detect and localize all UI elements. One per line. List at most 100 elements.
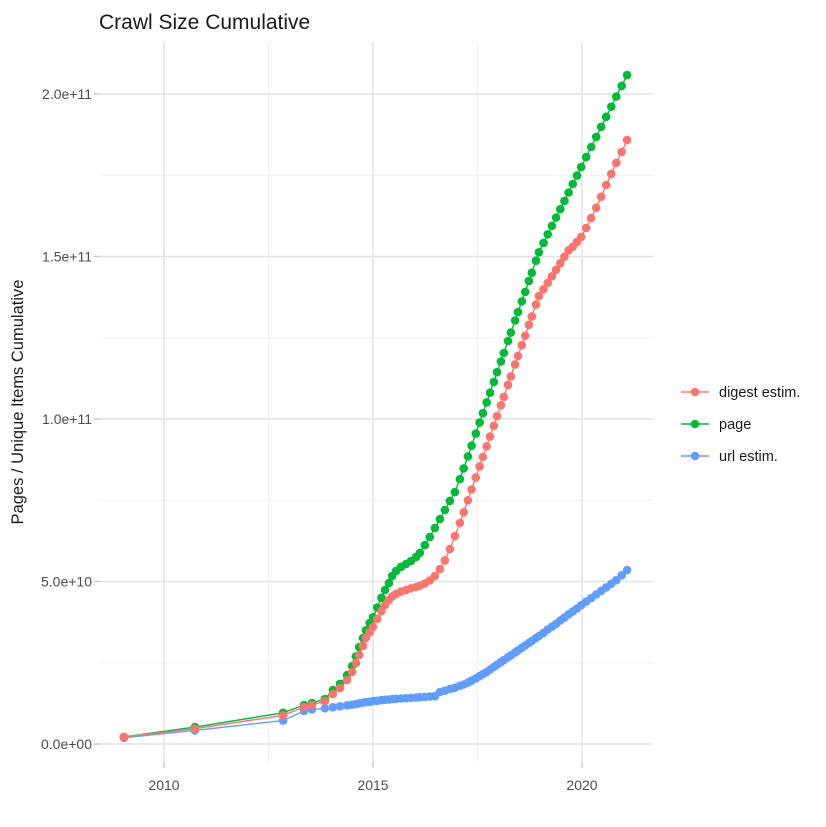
data-point-page: [531, 256, 541, 266]
data-point-page: [425, 532, 435, 542]
data-point-page: [513, 307, 523, 317]
data-point-page: [534, 248, 544, 257]
data-point-digest-estim: [596, 192, 606, 201]
data-point-digest-estim: [543, 278, 552, 288]
x-tick-label: 2015: [357, 777, 388, 793]
y-axis-title: Pages / Unique Items Cumulative: [9, 280, 27, 525]
data-point-digest-estim: [513, 351, 523, 361]
data-point-digest-estim: [496, 401, 506, 410]
legend-item-page: page: [681, 417, 751, 433]
y-tick-label: 0.0e+00: [41, 736, 92, 752]
y-tick-label: 2.0e+11: [42, 86, 92, 102]
data-point-digest-estim: [377, 606, 386, 616]
data-point-page: [560, 196, 569, 206]
data-point-digest-estim: [556, 259, 565, 268]
data-point-page: [576, 162, 586, 172]
data-point-page: [496, 357, 506, 366]
data-point-page: [485, 388, 495, 398]
data-point-page: [384, 578, 394, 588]
data-point-digest-estim: [467, 485, 476, 494]
data-point-page: [430, 523, 440, 533]
data-point-digest-estim: [601, 180, 611, 190]
data-point-digest-estim: [342, 675, 352, 685]
data-point-page: [520, 287, 530, 297]
series-digest-estim: [119, 135, 632, 742]
data-point-digest-estim: [435, 564, 445, 574]
data-point-digest-estim: [492, 411, 502, 421]
data-point-digest-estim: [478, 452, 488, 462]
data-point-digest-estim: [586, 213, 596, 223]
data-point-page: [622, 70, 632, 80]
axis-tick-labels: 2010 2015 2020 0.0e+00 5.0e+10 1.0e+11 1.5e+11…: [41, 86, 598, 793]
data-point-page: [543, 230, 552, 239]
data-point-digest-estim: [581, 223, 591, 233]
data-point-page: [510, 316, 520, 325]
data-point-page: [517, 297, 527, 306]
data-point-page: [527, 268, 537, 278]
data-point-page: [564, 188, 573, 197]
data-point-page: [506, 328, 516, 337]
data-point-url-estim: [335, 702, 345, 711]
data-point-page: [478, 408, 488, 418]
y-tick-label: 1.0e+11: [42, 411, 92, 427]
data-point-page: [524, 276, 534, 286]
legend-item-url-estim: url estim.: [681, 449, 778, 465]
legend-key-dot: [690, 451, 700, 461]
data-series: [119, 70, 632, 743]
data-point-digest-estim: [299, 702, 309, 712]
data-point-digest-estim: [547, 272, 557, 281]
data-point-digest-estim: [517, 340, 527, 350]
data-point-page: [489, 377, 499, 387]
data-point-digest-estim: [347, 667, 357, 677]
legend-key-dot: [690, 419, 700, 429]
data-point-digest-estim: [445, 544, 455, 554]
series-line-page: [123, 74, 628, 738]
data-point-digest-estim: [463, 496, 473, 505]
data-point-digest-estim: [503, 380, 513, 390]
legend-key-dot: [690, 387, 700, 397]
data-point-page: [445, 496, 455, 506]
data-point-digest-estim: [485, 432, 495, 441]
data-point-page: [377, 593, 386, 603]
data-point-digest-estim: [531, 300, 541, 309]
data-point-digest-estim: [612, 158, 621, 168]
data-point-page: [415, 548, 425, 558]
legend-label: digest estim.: [719, 385, 800, 401]
data-point-digest-estim: [358, 641, 368, 651]
data-point-digest-estim: [524, 320, 534, 330]
data-point-digest-estim: [607, 169, 616, 179]
data-point-digest-estim: [506, 372, 516, 381]
data-point-digest-estim: [119, 732, 129, 742]
data-point-digest-estim: [430, 571, 440, 581]
data-point-digest-estim: [372, 614, 382, 624]
legend-item-digest-estim: digest estim.: [681, 385, 800, 401]
data-point-digest-estim: [450, 531, 460, 541]
data-point-page: [617, 81, 626, 91]
data-point-digest-estim: [576, 232, 586, 242]
data-point-digest-estim: [510, 360, 520, 369]
data-point-digest-estim: [617, 147, 626, 157]
data-point-digest-estim: [278, 711, 288, 720]
axis-ticks: [94, 93, 583, 768]
data-point-digest-estim: [190, 724, 200, 733]
data-point-page: [440, 505, 450, 515]
series-url-estim: [119, 565, 632, 743]
data-point-digest-estim: [591, 203, 601, 213]
data-point-url-estim: [328, 703, 338, 712]
data-point-page: [471, 429, 481, 438]
data-point-page: [568, 179, 578, 189]
data-point-digest-estim: [328, 689, 338, 699]
data-point-page: [539, 238, 548, 248]
legend-label: page: [719, 417, 751, 433]
data-point-url-estim: [617, 571, 626, 580]
data-point-digest-estim: [354, 650, 364, 660]
series-line-url-estim: [123, 569, 628, 739]
data-point-digest-estim: [320, 696, 330, 706]
x-tick-label: 2020: [566, 777, 597, 793]
data-point-digest-estim: [560, 252, 569, 262]
data-point-digest-estim: [534, 291, 544, 301]
data-point-page: [450, 487, 460, 497]
legend: digest estim. page url estim.: [681, 385, 800, 465]
data-point-page: [420, 540, 430, 550]
